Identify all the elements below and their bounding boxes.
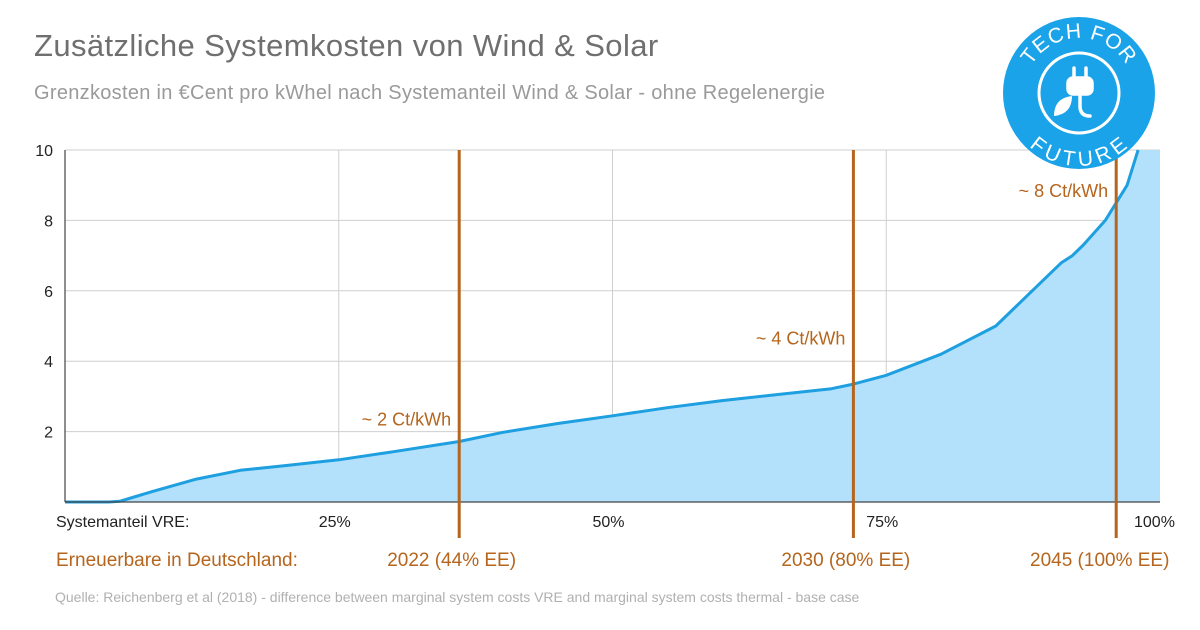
x-tick-label: 50% (592, 514, 625, 531)
ee-year-label: 2045 (100% EE) (1030, 550, 1170, 571)
x-tick-label: 100% (1134, 514, 1175, 531)
leaf-icon (1054, 96, 1072, 116)
marker-value-label: ~ 4 Ct/kWh (756, 329, 846, 349)
series-line (65, 149, 1140, 504)
marker-layer: ~ 2 Ct/kWh ~ 4 Ct/kWh ~ 8 Ct/kWh (362, 150, 1118, 538)
ee-year-label: 2022 (44% EE) (387, 550, 517, 571)
x-tick-label: 25% (318, 514, 351, 531)
ee-row-label: Erneuerbare in Deutschland: (56, 550, 298, 571)
x-axis-label: Systemanteil VRE: (56, 514, 190, 531)
marker-value-label: ~ 2 Ct/kWh (362, 410, 452, 430)
ee-year-label: 2030 (80% EE) (781, 550, 911, 571)
y-tick-label: 2 (44, 425, 53, 442)
y-tick-label: 4 (44, 354, 53, 371)
x-tick-label: 75% (866, 514, 899, 531)
chart-title: Zusätzliche Systemkosten von Wind & Sola… (34, 28, 659, 63)
y-tick-label: 10 (35, 143, 53, 160)
tech-for-future-logo: TECH FOR FUTURE (1003, 17, 1155, 170)
area-layer (65, 149, 1160, 504)
chart-subtitle: Grenzkosten in €Cent pro kWhel nach Syst… (34, 82, 826, 104)
marker-value-label: ~ 8 Ct/kWh (1019, 181, 1109, 201)
plug-icon (1066, 66, 1094, 118)
source-note: Quelle: Reichenberg et al (2018) - diffe… (55, 589, 860, 605)
y-tick-labels: 2 4 6 8 10 (35, 143, 53, 442)
y-tick-label: 8 (44, 213, 53, 230)
y-tick-label: 6 (44, 284, 53, 301)
area-fill (65, 150, 1160, 502)
axis-layer (64, 150, 1160, 503)
